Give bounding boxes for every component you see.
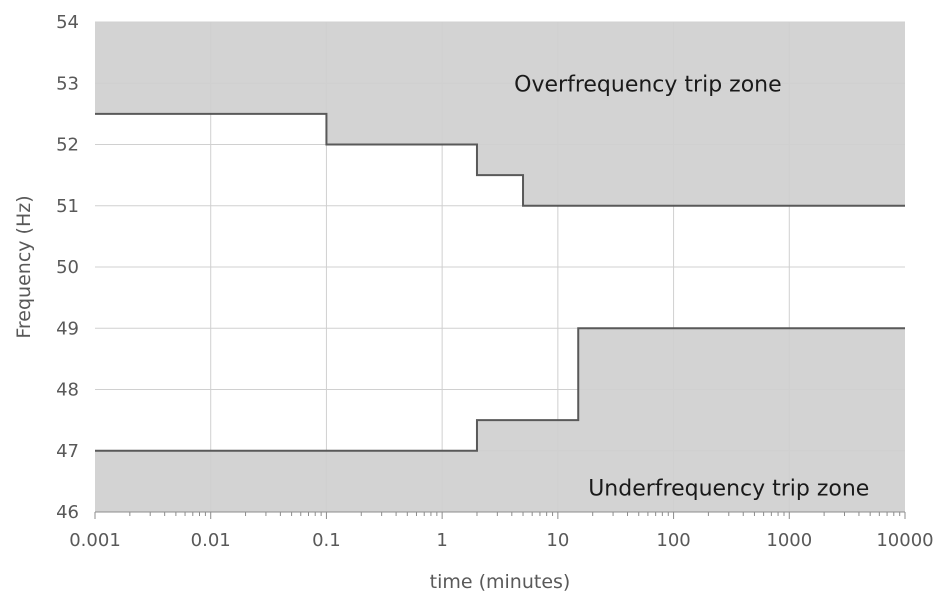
overfrequency-zone-label: Overfrequency trip zone [514, 72, 781, 97]
y-axis-title: Frequency (Hz) [13, 195, 35, 338]
x-tick-label: 1000 [766, 530, 812, 551]
y-tick-label: 54 [56, 12, 79, 33]
tick-labels: 0.001 0.01 0.1 1 10 100 1000 10000 46 47 48 49 50 51 5… [56, 12, 934, 551]
x-tick-label: 100 [656, 530, 690, 551]
axes [94, 511, 906, 519]
overfrequency-zone [95, 22, 905, 206]
x-tick-label: 0.001 [69, 530, 121, 551]
annotations: Overfrequency trip zone Underfrequency tr… [514, 72, 869, 501]
x-tick-label: 1 [436, 530, 447, 551]
y-tick-label: 46 [56, 502, 79, 523]
underfrequency-zone-label: Underfrequency trip zone [588, 477, 869, 502]
y-tick-label: 47 [56, 441, 79, 462]
y-tick-label: 48 [56, 380, 79, 401]
y-tick-label: 51 [56, 196, 79, 217]
underfrequency-limit-line [95, 327, 905, 452]
x-tick-label: 0.1 [312, 530, 341, 551]
y-tick-label: 53 [56, 73, 79, 94]
x-tick-label: 10000 [876, 530, 933, 551]
x-axis-title: time (minutes) [430, 571, 571, 593]
series-lines [95, 112, 905, 452]
y-tick-label: 52 [56, 135, 79, 156]
x-tick-label: 0.01 [191, 530, 231, 551]
y-tick-label: 49 [56, 318, 79, 339]
y-tick-label: 50 [56, 257, 79, 278]
overfrequency-limit-line [95, 112, 905, 207]
x-tick-label: 10 [546, 530, 569, 551]
